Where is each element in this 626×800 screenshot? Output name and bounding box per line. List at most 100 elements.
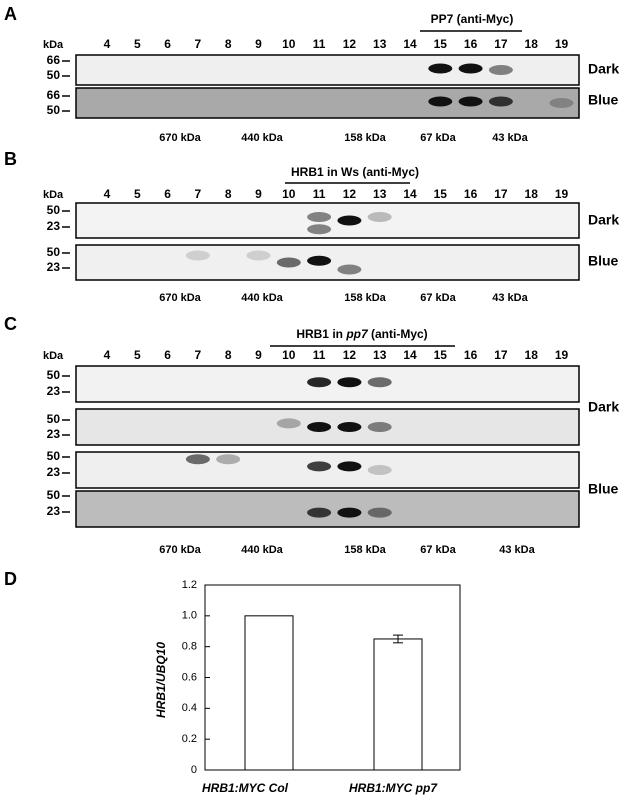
size-marker: 67 kDa [420,132,456,144]
band [367,212,392,222]
fraction-label: 4 [104,37,111,51]
panel-label: C [4,314,17,334]
title-part: PP7 (anti-Myc) [431,12,514,26]
fraction-label: 6 [164,37,171,51]
condition-label: Dark [588,212,619,228]
fraction-label: 17 [494,37,508,51]
size-marker: 440 kDa [241,544,283,556]
fraction-label: 6 [164,187,171,201]
x-tick-label: HRB1:MYC pp7 [349,781,438,795]
fraction-label: 5 [134,187,141,201]
condition-label: Blue [588,253,619,269]
condition-label: Blue [588,481,619,497]
fraction-label: 9 [255,187,262,201]
fraction-label: 5 [134,348,141,362]
fraction-label: 17 [494,348,508,362]
kda-label: kDa [43,189,64,201]
band [307,422,332,432]
marker-label: 23 [47,465,61,479]
fraction-label: 7 [195,37,202,51]
fraction-label: 18 [525,348,539,362]
title-part: HRB1 in Ws (anti-Myc) [291,165,419,179]
panel-label: A [4,4,17,24]
band [428,96,453,107]
band [458,96,483,107]
fraction-label: 13 [373,348,387,362]
fraction-label: 8 [225,187,232,201]
y-tick-label: 1.2 [182,579,197,591]
band [488,65,513,75]
band [216,454,241,465]
panel-title: HRB1 in Ws (anti-Myc) [291,165,419,179]
fraction-label: 11 [313,348,326,362]
fraction-label: 12 [343,187,357,201]
fraction-label: 13 [373,37,387,51]
y-tick-label: 0.4 [182,702,197,714]
fraction-label: 9 [255,348,262,362]
band [458,63,483,74]
fraction-label: 16 [464,187,478,201]
marker-label: 23 [47,504,61,518]
size-marker: 67 kDa [420,292,456,304]
marker-label: 50 [47,203,61,217]
y-axis-label: HRB1/UBQ10 [154,642,168,718]
marker-label: 50 [47,449,61,463]
band [428,63,453,74]
size-marker: 440 kDa [241,132,283,144]
band [337,507,362,518]
fraction-label: 8 [225,37,232,51]
band [367,465,392,475]
fraction-label: 18 [525,187,539,201]
fraction-label: 12 [343,348,357,362]
band [488,96,513,107]
fraction-label: 16 [464,348,478,362]
fraction-label: 15 [434,187,448,201]
title-part: (anti-Myc) [368,327,428,341]
fraction-label: 9 [255,37,262,51]
band [276,418,301,429]
y-tick-label: 0.2 [182,733,197,745]
y-tick-label: 0 [191,764,197,776]
marker-label: 66 [47,53,61,67]
blot [75,451,580,489]
fraction-label: 11 [313,187,326,201]
fraction-label: 15 [434,348,448,362]
fraction-label: 14 [403,37,417,51]
band [337,264,362,275]
marker-label: 23 [47,219,61,233]
marker-label: 50 [47,68,61,82]
band [549,98,574,108]
size-marker: 440 kDa [241,292,283,304]
band [185,250,210,261]
band [307,377,332,388]
fraction-label: 10 [282,187,296,201]
band [337,422,362,432]
fraction-label: 17 [494,187,508,201]
fraction-label: 12 [343,37,357,51]
x-tick-label: HRB1:MYC Col [202,781,289,795]
marker-label: 50 [47,488,61,502]
band [337,377,362,388]
size-marker: 43 kDa [492,132,528,144]
kda-label: kDa [43,39,64,51]
size-marker: 43 kDa [492,292,528,304]
size-marker: 158 kDa [344,544,386,556]
band [367,422,392,432]
fraction-label: 13 [373,187,387,201]
band [307,507,332,518]
fraction-label: 7 [195,348,202,362]
bar [373,638,423,771]
band [337,215,362,226]
fraction-label: 11 [313,37,326,51]
fraction-label: 10 [282,348,296,362]
condition-label: Dark [588,61,619,77]
fraction-label: 14 [403,348,417,362]
size-marker: 67 kDa [420,544,456,556]
bar [244,615,294,771]
marker-label: 50 [47,103,61,117]
title-part: pp7 [345,327,369,341]
fraction-label: 10 [282,37,296,51]
band [307,224,332,235]
fraction-label: 18 [525,37,539,51]
